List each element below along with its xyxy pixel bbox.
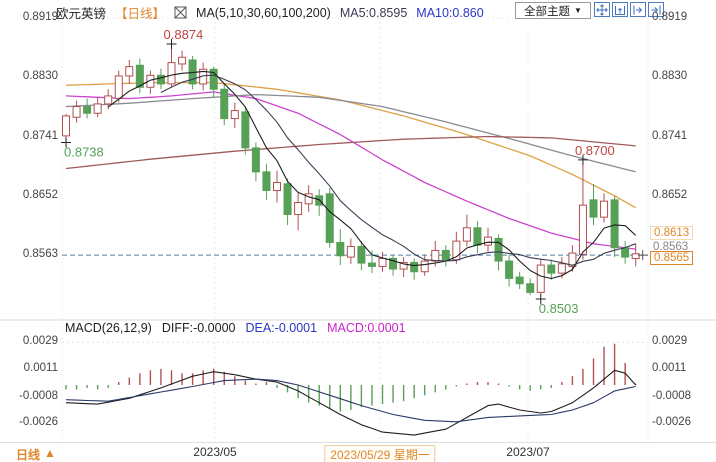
- price-annotation: 0.8738: [64, 145, 104, 160]
- price-tag: 0.8613: [650, 226, 694, 240]
- macd-header: MACD(26,12,9) DIFF:-0.0000 DEA:-0.0001 M…: [65, 321, 406, 335]
- macd-axis-label: 0.0029: [652, 335, 688, 348]
- macd-axis-label: -0.0026: [18, 416, 58, 429]
- price-annotation: 0.8503: [539, 301, 579, 316]
- chart-header: 欧元英镑 【日线】 MA(5,10,30,60,100,200) MA5:0.8…: [56, 3, 484, 22]
- price-axis-label: 0.8741: [652, 129, 688, 142]
- period-selector[interactable]: 日线 ▲: [16, 446, 56, 462]
- price-axis-label: 0.8563: [22, 248, 58, 261]
- price-annotation: 0.8700: [575, 143, 615, 158]
- price-axis-label: 0.8652: [22, 188, 58, 201]
- price-axis-label: 0.8741: [22, 129, 58, 142]
- macd-axis-label: -0.0026: [652, 416, 692, 429]
- crosshair-move-icon[interactable]: [594, 2, 610, 17]
- theme-dropdown-label: 全部主题: [524, 5, 571, 18]
- period-tag: 【日线】: [115, 7, 166, 21]
- ma-settings-label: MA(5,10,30,60,100,200): [196, 5, 331, 20]
- ma5-value-label: MA5:0.8595: [339, 5, 408, 20]
- diff-value-label: DIFF:-0.0000: [161, 321, 236, 335]
- macd-value-label: MACD:0.0001: [327, 321, 406, 335]
- jump-latest-icon[interactable]: [648, 2, 664, 17]
- price-axis-label: 0.8919: [22, 11, 58, 23]
- chevron-down-icon: ▼: [574, 6, 582, 15]
- date-axis-label: 2023/07: [506, 445, 550, 459]
- ma10-value-label: MA10:0.860: [416, 5, 484, 20]
- price-tag: 0.8565: [650, 251, 694, 265]
- price-axis-label: 0.8652: [652, 188, 688, 201]
- triangle-up-icon: ▲: [44, 446, 56, 460]
- pan-right-icon[interactable]: [630, 2, 646, 17]
- macd-axis-label: 0.0029: [22, 335, 58, 348]
- price-annotation: 0.8874: [164, 27, 204, 42]
- macd-axis-label: 0.0011: [23, 361, 58, 374]
- price-axis-label: 0.8830: [22, 70, 58, 83]
- indicator-settings-icon[interactable]: [174, 6, 187, 19]
- price-axis-label: 0.8919: [652, 11, 688, 23]
- date-axis-label: 2023/05/29 星期一: [324, 445, 436, 462]
- macd-axis-label: -0.0008: [18, 389, 58, 402]
- price-tag: 0.8563: [650, 241, 692, 253]
- theme-dropdown[interactable]: 全部主题 ▼: [515, 2, 591, 19]
- macd-axis-label: -0.0008: [652, 389, 692, 402]
- date-axis-label: 2023/05: [193, 445, 237, 459]
- macd-params-label: MACD(26,12,9): [65, 321, 152, 335]
- zoom-fit-icon[interactable]: [612, 2, 628, 17]
- period-selector-label: 日线: [16, 448, 41, 462]
- macd-axis-label: 0.0011: [652, 361, 687, 374]
- symbol-name: 欧元英镑: [56, 7, 107, 21]
- price-axis-label: 0.8830: [652, 70, 688, 83]
- dea-value-label: DEA:-0.0001: [245, 321, 318, 335]
